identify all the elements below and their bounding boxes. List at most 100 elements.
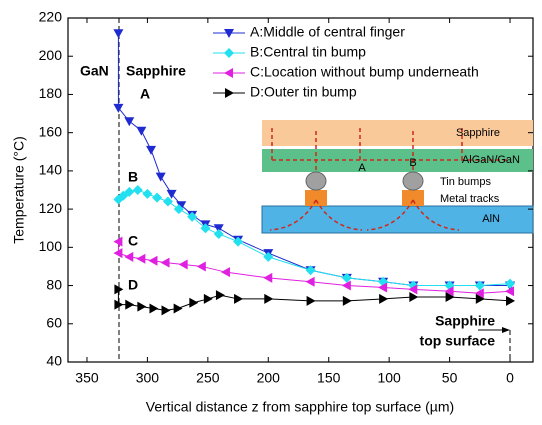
point xyxy=(189,297,199,308)
x-tick-label: 0 xyxy=(506,370,514,386)
point xyxy=(305,265,316,276)
annotation: A xyxy=(140,86,150,102)
point xyxy=(213,228,224,239)
point xyxy=(142,188,153,199)
point xyxy=(408,284,418,295)
point xyxy=(173,303,183,314)
point xyxy=(178,259,188,270)
arrow-head xyxy=(502,327,510,333)
legend-marker xyxy=(224,48,234,58)
legend-label: D:Outer tin bump xyxy=(250,84,357,100)
point xyxy=(341,272,352,283)
point xyxy=(444,286,454,297)
legend-marker xyxy=(224,29,234,38)
x-tick-label: 50 xyxy=(442,370,458,386)
point xyxy=(264,293,274,304)
point xyxy=(161,305,171,316)
point xyxy=(136,253,146,264)
plot-frame xyxy=(67,17,534,363)
annotation: B xyxy=(128,169,138,185)
legend-label: B:Central tin bump xyxy=(250,44,366,60)
y-tick-label: 220 xyxy=(39,9,63,25)
point xyxy=(213,224,224,234)
point xyxy=(474,280,485,291)
point xyxy=(166,189,177,199)
point xyxy=(124,186,135,197)
point xyxy=(137,301,147,312)
point xyxy=(113,103,124,113)
point xyxy=(148,255,158,266)
x-tick-label: 250 xyxy=(196,370,220,386)
y-tick-label: 60 xyxy=(46,314,62,330)
point xyxy=(475,293,485,304)
point xyxy=(215,290,225,301)
y-tick-label: 40 xyxy=(46,353,62,369)
point xyxy=(234,293,244,304)
point xyxy=(136,126,147,136)
point xyxy=(124,251,134,262)
point xyxy=(378,282,388,293)
layer xyxy=(262,120,533,146)
point xyxy=(263,251,274,262)
point xyxy=(342,295,352,306)
point xyxy=(160,257,170,268)
y-tick-label: 160 xyxy=(39,123,63,139)
annotation: top surface xyxy=(420,333,496,349)
y-tick-label: 180 xyxy=(39,85,63,101)
tin-bump xyxy=(402,171,424,191)
point xyxy=(114,299,124,310)
point xyxy=(196,261,206,272)
inset-label: Tin bumps xyxy=(440,176,491,188)
y-tick-label: 80 xyxy=(46,276,62,292)
point xyxy=(445,292,455,303)
inset-diagram: Sapphire AlGaN/GaN A B Tin bumps Metal t… xyxy=(261,120,534,234)
point xyxy=(152,192,163,203)
inset-label: AlGaN/GaN xyxy=(462,154,520,166)
x-tick-label: 300 xyxy=(136,370,160,386)
point xyxy=(505,286,515,297)
y-tick-label: 200 xyxy=(39,47,63,63)
y-tick-label: 100 xyxy=(39,238,63,254)
point xyxy=(341,280,351,291)
point xyxy=(200,223,211,234)
annotation: GaN xyxy=(80,63,109,79)
point xyxy=(125,299,135,310)
metal-track xyxy=(402,190,424,206)
metal-track xyxy=(305,190,327,206)
legend-label: C:Location without bump underneath xyxy=(250,64,479,80)
layer xyxy=(262,149,533,172)
point xyxy=(506,295,516,306)
point xyxy=(113,236,123,247)
legend-label: A:Middle of central finger xyxy=(250,24,405,40)
heat-arrows xyxy=(269,128,510,231)
inset-label: Metal tracks xyxy=(440,193,500,205)
legend-marker xyxy=(225,88,234,98)
annotation: Sapphire xyxy=(126,63,186,79)
inset-label: B xyxy=(409,157,416,169)
annotation: Sapphire xyxy=(435,313,495,329)
x-tick-label: 100 xyxy=(377,370,401,386)
point xyxy=(149,303,159,314)
y-tick-label: 120 xyxy=(39,200,63,216)
annotation: C xyxy=(128,233,138,249)
inset-label: A xyxy=(358,162,366,174)
point xyxy=(474,288,484,299)
point xyxy=(114,284,124,295)
point xyxy=(203,293,213,304)
annotation: D xyxy=(128,277,138,293)
point xyxy=(409,292,419,303)
point xyxy=(505,278,516,289)
point xyxy=(113,248,123,259)
point xyxy=(187,211,198,222)
y-tick-label: 140 xyxy=(39,162,63,178)
point xyxy=(113,29,124,39)
point xyxy=(176,201,187,211)
x-tick-label: 200 xyxy=(257,370,281,386)
point xyxy=(233,236,244,247)
point xyxy=(162,196,173,207)
inset-label: AlN xyxy=(482,213,500,225)
x-axis-label: Vertical distance z from sapphire top su… xyxy=(146,399,454,415)
point xyxy=(173,204,184,215)
legend-marker xyxy=(224,68,233,78)
